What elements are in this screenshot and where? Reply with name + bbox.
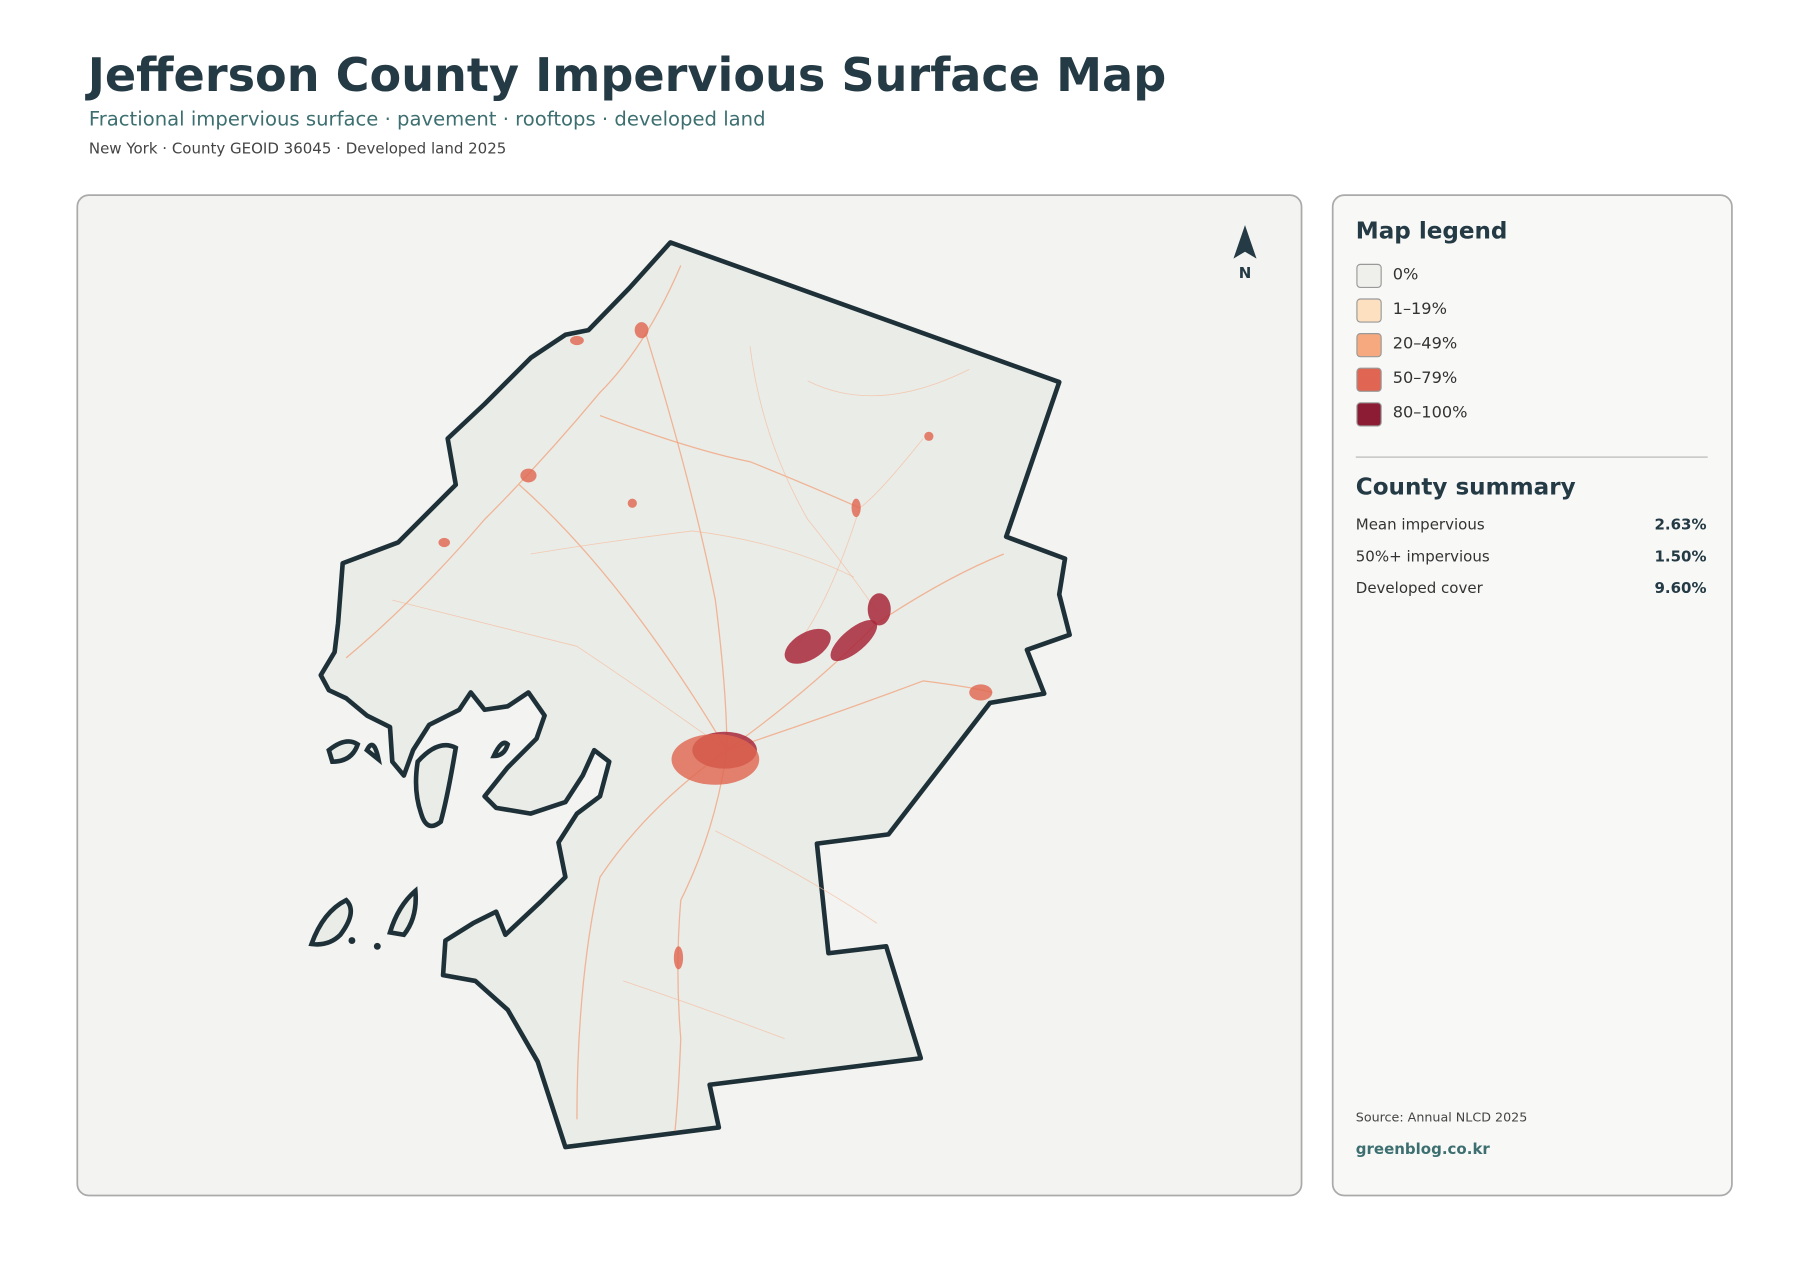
island bbox=[413, 742, 459, 829]
legend-title: Map legend bbox=[1356, 219, 1508, 245]
summary-value: 2.63% bbox=[1654, 516, 1706, 534]
urban-area bbox=[671, 734, 760, 785]
page-meta: New York · County GEOID 36045 · Develope… bbox=[89, 140, 506, 158]
legend-label: 1–19% bbox=[1393, 299, 1447, 318]
road bbox=[807, 369, 970, 397]
legend-swatch bbox=[1356, 298, 1382, 323]
urban-area bbox=[570, 335, 584, 346]
urban-areas bbox=[438, 322, 993, 970]
road bbox=[726, 680, 993, 751]
urban-area bbox=[438, 537, 450, 548]
source-note: Source: Annual NLCD 2025 bbox=[1356, 1110, 1528, 1125]
legend-label: 0% bbox=[1393, 264, 1419, 283]
page-subtitle: Fractional impervious surface · pavement… bbox=[89, 108, 766, 131]
summary-value: 9.60% bbox=[1654, 579, 1706, 597]
legend-items: 0% 1–19% 20–49% 50–79% 80–100% bbox=[1356, 263, 1468, 427]
road bbox=[345, 265, 682, 659]
urban-area bbox=[830, 619, 878, 662]
side-panel bbox=[1331, 194, 1733, 1197]
legend-label: 50–79% bbox=[1393, 368, 1457, 387]
summary-title: County summary bbox=[1356, 475, 1576, 501]
urban-area bbox=[851, 498, 861, 518]
urban-area bbox=[627, 498, 637, 508]
island bbox=[387, 886, 419, 938]
island bbox=[308, 897, 354, 947]
page-title: Jefferson County Impervious Surface Map bbox=[85, 48, 1167, 102]
legend-swatch bbox=[1356, 263, 1382, 289]
north-arrow: N bbox=[1233, 225, 1257, 282]
summary-label: 50%+ impervious bbox=[1356, 547, 1490, 565]
site-credit: greenblog.co.kr bbox=[1356, 1140, 1491, 1158]
island bbox=[490, 740, 511, 759]
road bbox=[599, 414, 860, 509]
summary-label: Developed cover bbox=[1356, 579, 1484, 597]
road bbox=[576, 749, 728, 1120]
urban-area bbox=[673, 946, 684, 970]
legend-swatch bbox=[1356, 402, 1382, 427]
north-label: N bbox=[1239, 264, 1252, 282]
road bbox=[530, 530, 855, 578]
road bbox=[715, 830, 878, 924]
island bbox=[364, 742, 382, 766]
summary-label: Mean impervious bbox=[1356, 516, 1485, 534]
north-arrow-icon bbox=[1233, 225, 1257, 259]
road bbox=[749, 346, 878, 612]
summary-rows: Mean impervious 2.63% 50%+ impervious 1.50%… bbox=[1356, 516, 1707, 597]
urban-area bbox=[634, 322, 649, 339]
county-boundary bbox=[318, 240, 1072, 1150]
islet bbox=[348, 937, 356, 944]
urban-area bbox=[969, 684, 993, 701]
road bbox=[392, 599, 728, 751]
legend-label: 80–100% bbox=[1393, 403, 1468, 422]
legend-label: 20–49% bbox=[1393, 334, 1457, 353]
legend-swatch bbox=[1356, 333, 1382, 358]
county-map bbox=[308, 240, 1072, 1150]
islet bbox=[373, 942, 381, 950]
road bbox=[518, 484, 728, 751]
legend-swatch bbox=[1356, 367, 1382, 392]
summary-value: 1.50% bbox=[1654, 547, 1706, 565]
urban-area bbox=[784, 628, 831, 664]
road bbox=[622, 980, 785, 1039]
urban-area bbox=[867, 593, 891, 626]
urban-area bbox=[520, 468, 537, 483]
island bbox=[326, 739, 361, 765]
urban-area bbox=[924, 431, 934, 441]
